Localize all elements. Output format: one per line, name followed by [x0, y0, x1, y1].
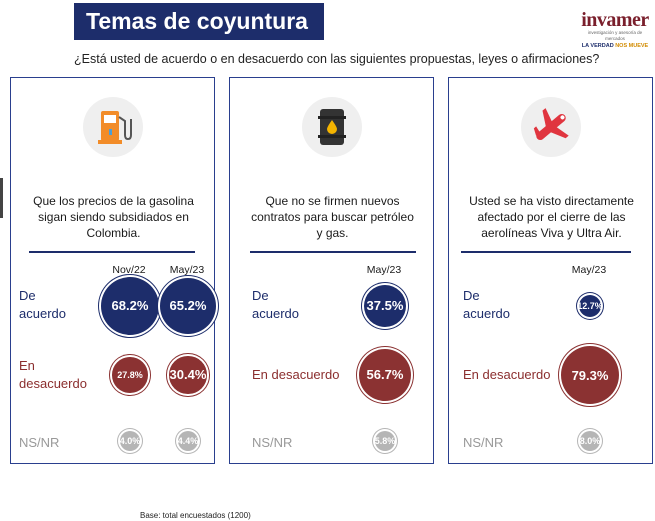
panel-oil: Que no se firmen nuevos contratos para b… — [229, 77, 434, 464]
bubble-ns-nr-nov-22: 4.0% — [118, 429, 142, 453]
question-text: Que no se firmen nuevos contratos para b… — [251, 194, 414, 240]
period-label: Nov/22 — [112, 264, 146, 276]
page-title: Temas de coyuntura — [74, 3, 324, 40]
bubble-ns-nr-may-23: 8.0% — [578, 429, 602, 453]
label-nsnr: NS/NR — [252, 435, 293, 450]
logo-tagline: LA VERDAD NOS MUEVE — [581, 43, 649, 49]
period-label: May/23 — [366, 264, 402, 276]
panel-gasoline: Que los precios de la gasolina sigan sie… — [10, 77, 219, 464]
base-note: Base: total encuestados (1200) — [140, 511, 251, 520]
separator — [461, 251, 631, 253]
panel-airlines: Usted se ha visto directamente afectado … — [448, 77, 653, 464]
logo-subtitle: investigación y asesoría de mercados — [587, 30, 643, 41]
bubble-en-desacuerdo-may-23: 79.3% — [559, 344, 621, 406]
label-disagree: En desacuerdo — [463, 367, 551, 382]
separator — [29, 251, 195, 253]
label-agree: De acuerdo — [19, 288, 66, 321]
bubble-de-acuerdo-may-23: 37.5% — [362, 283, 408, 329]
oil-barrel-icon — [302, 97, 362, 157]
logo-name: invamer — [581, 9, 649, 31]
bubble-en-desacuerdo-nov-22: 27.8% — [110, 355, 150, 395]
label-disagree: En desacuerdo — [252, 367, 340, 382]
airplane-icon — [521, 97, 581, 157]
question-text: Que los precios de la gasolina sigan sie… — [33, 194, 194, 240]
label-nsnr: NS/NR — [19, 435, 60, 450]
bubble-de-acuerdo-may-23: 65.2% — [157, 275, 219, 337]
survey-question: ¿Está usted de acuerdo o en desacuerdo c… — [74, 52, 600, 66]
label-agree: De acuerdo — [252, 288, 299, 321]
label-disagree: En desacuerdo — [19, 358, 87, 391]
invamer-logo: invamer investigación y asesoría de merc… — [578, 10, 652, 50]
bubble-ns-nr-may-23: 5.8% — [373, 429, 397, 453]
label-agree: De acuerdo — [463, 288, 510, 321]
period-label: May/23 — [571, 264, 607, 276]
bubble-de-acuerdo-may-23: 12.7% — [576, 292, 604, 320]
gas-pump-icon — [83, 97, 143, 157]
question-text: Usted se ha visto directamente afectado … — [469, 194, 634, 240]
label-nsnr: NS/NR — [463, 435, 504, 450]
bubble-de-acuerdo-nov-22: 68.2% — [99, 275, 161, 337]
period-label: May/23 — [169, 264, 205, 276]
left-edge-marker — [0, 178, 3, 218]
separator — [250, 251, 416, 253]
bubble-en-desacuerdo-may-23: 30.4% — [167, 354, 209, 396]
bubble-ns-nr-may-23: 4.4% — [176, 429, 200, 453]
bubble-en-desacuerdo-may-23: 56.7% — [356, 346, 414, 404]
